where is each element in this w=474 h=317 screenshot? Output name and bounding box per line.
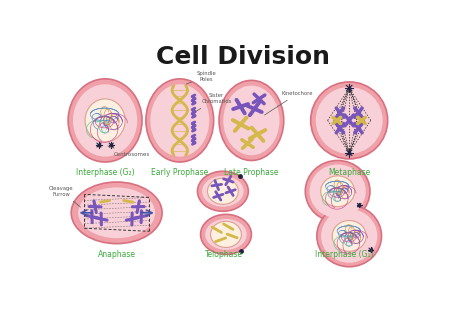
Ellipse shape xyxy=(71,182,162,244)
Text: Sister
Chromatids: Sister Chromatids xyxy=(196,94,232,111)
Ellipse shape xyxy=(321,176,355,207)
Text: Late Prophase: Late Prophase xyxy=(224,168,279,177)
Ellipse shape xyxy=(146,79,214,162)
Text: Metaphase: Metaphase xyxy=(328,168,370,177)
Ellipse shape xyxy=(198,171,248,211)
Ellipse shape xyxy=(219,81,284,160)
Text: Interphase (G₁): Interphase (G₁) xyxy=(315,250,373,259)
Ellipse shape xyxy=(208,178,238,204)
Ellipse shape xyxy=(317,205,382,267)
Ellipse shape xyxy=(321,209,377,263)
Text: Cleavage
Furrow: Cleavage Furrow xyxy=(49,186,81,207)
Ellipse shape xyxy=(210,221,241,248)
Text: Early Prophase: Early Prophase xyxy=(151,168,209,177)
Text: Interphase (G₂): Interphase (G₂) xyxy=(76,168,135,177)
Text: Telophase: Telophase xyxy=(205,250,244,259)
Ellipse shape xyxy=(305,160,370,222)
Text: Anaphase: Anaphase xyxy=(98,250,136,259)
Text: Cell Division: Cell Division xyxy=(156,45,330,69)
Text: Centrosomes: Centrosomes xyxy=(108,146,150,157)
Ellipse shape xyxy=(68,79,142,162)
Ellipse shape xyxy=(202,176,244,207)
Ellipse shape xyxy=(150,84,209,157)
Ellipse shape xyxy=(310,82,388,159)
Ellipse shape xyxy=(85,99,125,142)
Ellipse shape xyxy=(205,219,247,250)
Ellipse shape xyxy=(332,221,366,251)
Ellipse shape xyxy=(316,87,383,154)
Ellipse shape xyxy=(223,86,280,155)
Ellipse shape xyxy=(201,214,251,255)
Text: Kinetochore: Kinetochore xyxy=(264,91,313,115)
Ellipse shape xyxy=(73,84,137,157)
Ellipse shape xyxy=(310,165,366,218)
Text: Spindle
Poles: Spindle Poles xyxy=(186,71,217,84)
Ellipse shape xyxy=(78,187,155,238)
